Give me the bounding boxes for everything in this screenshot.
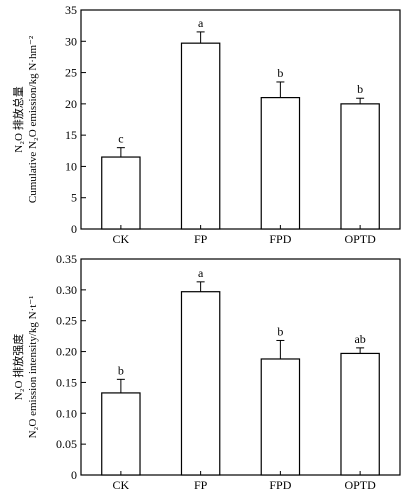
bottom-ytick-label: 0.15 — [56, 375, 77, 389]
bottom-ytick-label: 0.35 — [56, 252, 77, 266]
top-ytick-label: 30 — [65, 34, 77, 48]
bottom-ytick-label: 0 — [71, 468, 77, 482]
top-significance-label: b — [277, 66, 283, 80]
top-category-label: OPTD — [344, 232, 376, 246]
top-ylabel-en: Cumulative N₂O emission/kg N·hm⁻² — [27, 35, 39, 203]
bottom-category-label: CK — [113, 478, 130, 492]
bottom-bar-fpd — [260, 358, 301, 476]
top-significance-label: c — [118, 132, 123, 146]
bottom-category-label: FP — [194, 478, 208, 492]
top-bar-optd — [340, 103, 380, 230]
bottom-ytick-label: 0.20 — [56, 345, 77, 359]
bottom-ylabel-en: N₂O emission intensity/kg N·t⁻¹ — [27, 296, 39, 439]
bottom-significance-label: b — [118, 363, 124, 377]
bottom-category-label: FPD — [269, 478, 291, 492]
bottom-ylabel-cn: N₂O 排放强度 — [11, 334, 25, 400]
top-significance-label: a — [198, 16, 204, 30]
bottom-significance-label: ab — [354, 332, 365, 346]
top-ytick-label: 35 — [65, 3, 77, 17]
top-category-label: FPD — [269, 232, 291, 246]
top-ylabel-cn: N₂O 排放总量 — [11, 86, 25, 152]
top-bar-ck — [101, 156, 141, 230]
top-bar-fp — [180, 42, 221, 230]
bottom-ytick-label: 0.30 — [56, 283, 77, 297]
top-ytick-label: 0 — [71, 222, 77, 236]
bottom-plot-frame — [80, 258, 401, 476]
top-chart-panel: 0 5 10 15 20 25 30 35 c CK a FP b FPD b OPTD N₂O 排放总量 Cum… — [11, 3, 401, 246]
bottom-bar-optd — [340, 352, 380, 476]
bottom-significance-label: a — [198, 266, 204, 280]
top-bar-fpd — [260, 96, 301, 230]
top-ytick-label: 20 — [65, 97, 77, 111]
top-significance-label: b — [357, 82, 363, 96]
bottom-ytick-label: 0.25 — [56, 314, 77, 328]
top-ytick-label: 10 — [65, 159, 77, 173]
top-ytick-label: 5 — [71, 191, 77, 205]
bottom-chart-panel: 0 0.05 0.10 0.15 0.20 0.25 0.30 0.35 b CK a FP b FPD a… — [11, 252, 401, 492]
bottom-category-label: OPTD — [344, 478, 376, 492]
top-ytick-label: 25 — [65, 66, 77, 80]
top-category-label: FP — [194, 232, 208, 246]
top-plot-frame — [80, 9, 401, 230]
bottom-bar-fp — [180, 291, 221, 476]
bottom-bar-ck — [101, 392, 141, 476]
bottom-ytick-label: 0.05 — [56, 437, 77, 451]
top-ytick-label: 15 — [65, 128, 77, 142]
top-category-label: CK — [113, 232, 130, 246]
bottom-significance-label: b — [277, 324, 283, 338]
bottom-ytick-label: 0.10 — [56, 406, 77, 420]
